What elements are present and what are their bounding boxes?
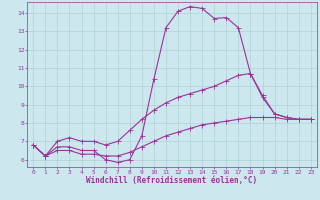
X-axis label: Windchill (Refroidissement éolien,°C): Windchill (Refroidissement éolien,°C) [86, 176, 258, 185]
